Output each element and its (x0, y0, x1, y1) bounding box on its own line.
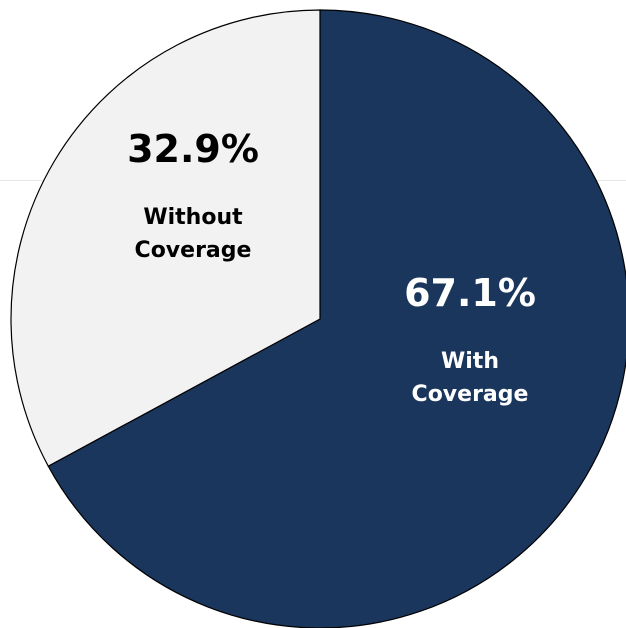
pie-slices (10, 9, 626, 628)
slice-category-label: Coverage (135, 238, 252, 263)
pie-slice-without-coverage (10, 9, 321, 467)
slice-category-label: With (441, 349, 499, 374)
pie-slice-with-coverage (47, 9, 626, 628)
slice-percent-label: 67.1% (404, 271, 536, 315)
pie-labels: 67.1% With Coverage 32.9% Without Coverage (127, 127, 536, 407)
slice-category-label: Without (143, 205, 243, 230)
slice-category-label: Coverage (412, 382, 529, 407)
slice-percent-label: 32.9% (127, 127, 259, 171)
